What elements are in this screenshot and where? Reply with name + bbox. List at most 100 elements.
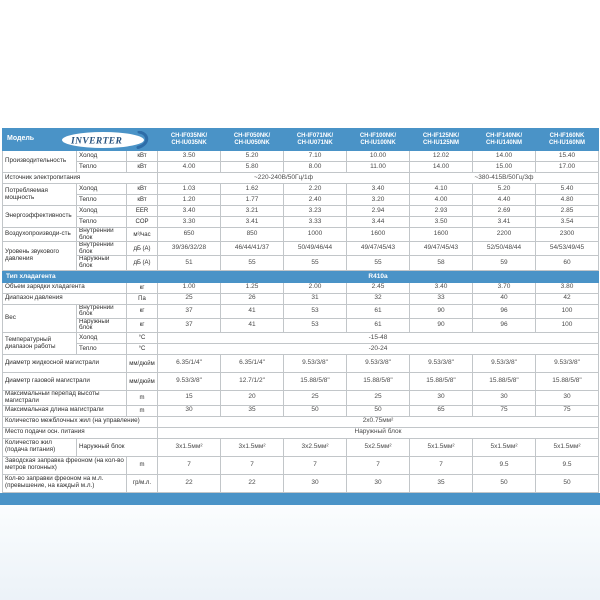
model-column-header-6: CH-IF140NK/CH-IU140NM bbox=[472, 128, 536, 151]
value-cell: 55 bbox=[346, 255, 410, 271]
value-cell: 2.85 bbox=[535, 205, 599, 217]
spec-row: Тепло COP 3.30 3.41 3.33 3.44 3.50 3.41 3.54 bbox=[3, 216, 599, 228]
spec-row: Источник электропитания ~220-240В/50Гц/1ф… bbox=[2, 172, 599, 184]
row-label: Уровень звукового давления bbox=[2, 241, 77, 271]
value-cell: 3.50 bbox=[157, 150, 221, 162]
value-cell: ~380-415В/50Гц/3ф bbox=[409, 172, 599, 184]
value-cell: Наружный блок bbox=[157, 426, 599, 439]
band-row-value: R410a bbox=[157, 269, 599, 283]
spec-row: Потребляемая мощность Холод кВт 1.03 1.62 2.2… bbox=[2, 183, 599, 206]
value-cell: 4.40 bbox=[472, 194, 536, 206]
value-cell: 2.00 bbox=[283, 281, 347, 294]
row-unit: кВт bbox=[126, 150, 158, 162]
row-label: Количество межблочных жил (на управление… bbox=[2, 415, 158, 428]
row-label: Воздухопроизводи-сть bbox=[2, 226, 77, 243]
footer-area bbox=[0, 504, 600, 600]
value-cell: 3х2.5мм² bbox=[283, 437, 347, 457]
row-label: Источник электропитания bbox=[2, 172, 158, 184]
value-cell: 52/50/48/44 bbox=[472, 241, 536, 257]
spec-row: Наружный блок кг 37 41 53 61 90 96 100 bbox=[3, 317, 599, 334]
spec-row: Вес Внутренний блок кг 37 41 53 61 90 96 100 bbox=[2, 303, 599, 334]
value-cell: 15.00 bbox=[472, 161, 536, 173]
value-cell: 61 bbox=[346, 303, 410, 319]
value-cell: 54/53/49/45 bbox=[535, 241, 599, 257]
value-cell: 96 bbox=[472, 303, 536, 319]
value-cell: 6.35/1/4" bbox=[220, 354, 284, 374]
model-label: Модель bbox=[7, 135, 35, 143]
row-unit: гр/м.л. bbox=[126, 473, 158, 493]
value-cell: 2.93 bbox=[409, 205, 473, 217]
row-label: Вес bbox=[2, 303, 77, 334]
value-cell: 5х1.5мм² bbox=[409, 437, 473, 457]
value-cell: 41 bbox=[220, 317, 284, 334]
value-cell: 3.20 bbox=[346, 194, 410, 206]
row-label: Максимальная длина магистрали bbox=[2, 404, 127, 417]
spec-row: Диаметр жидкосной магистрали мм/дюйм 6.35/… bbox=[2, 354, 599, 374]
model-column-header-5: CH-IF125NK/CH-IU125NM bbox=[409, 128, 473, 151]
value-cell: 30 bbox=[283, 473, 347, 493]
row-sublabel: Наружный блок bbox=[76, 437, 158, 457]
value-cell: 50 bbox=[283, 404, 347, 417]
row-unit: мм/дюйм bbox=[126, 372, 158, 392]
value-cell: 3.40 bbox=[409, 281, 473, 294]
row-label: Место подачи осн. питания bbox=[2, 426, 158, 439]
value-cell: 3.70 bbox=[472, 281, 536, 294]
value-cell: 96 bbox=[472, 317, 536, 334]
value-cell: 15.40 bbox=[535, 150, 599, 162]
value-cell: 3.23 bbox=[283, 205, 347, 217]
value-cell: 49/47/45/43 bbox=[346, 241, 410, 257]
row-unit: кВт bbox=[126, 161, 158, 173]
value-cell: 15.88/5/8" bbox=[409, 372, 473, 392]
spec-table-body: Производительность Холод кВт 3.50 5.20 7.10 10… bbox=[2, 150, 599, 493]
row-unit: дБ (А) bbox=[126, 241, 158, 257]
value-cell: 9.53/3/8" bbox=[283, 354, 347, 374]
value-cell: 1.77 bbox=[220, 194, 284, 206]
spec-row: Заводская заправка фреоном (на кол-во ме… bbox=[2, 455, 599, 475]
value-cell: 3.44 bbox=[346, 216, 410, 228]
spec-row: Тепло кВт 1.20 1.77 2.40 3.20 4.00 4.40 4.80 bbox=[3, 194, 599, 206]
value-cell: 7 bbox=[220, 455, 284, 475]
value-cell: 9.53/3/8" bbox=[409, 354, 473, 374]
value-cell: 53 bbox=[283, 317, 347, 334]
value-cell: 7 bbox=[409, 455, 473, 475]
value-cell: 61 bbox=[346, 317, 410, 334]
band-row-label: Тип хладагента bbox=[2, 269, 158, 283]
spec-row: Тепло кВт 4.00 5.80 8.00 11.00 14.00 15.00 17.00 bbox=[3, 161, 599, 173]
value-cell: 650 bbox=[157, 226, 221, 243]
value-cell: 15.88/5/8" bbox=[283, 372, 347, 392]
spec-row: Наружный блок дБ (А) 51 55 55 55 58 59 60 bbox=[3, 255, 599, 271]
value-cell: 5.20 bbox=[220, 150, 284, 162]
row-unit: дБ (А) bbox=[126, 255, 158, 271]
value-cell: 35 bbox=[220, 404, 284, 417]
row-label: Максимальный перепад высоты магистрали bbox=[2, 390, 127, 406]
value-cell: 15 bbox=[157, 390, 221, 406]
value-cell: 42 bbox=[535, 292, 599, 305]
spec-row: Кол-во заправки фреоном на м.л. (превыше… bbox=[2, 473, 599, 493]
value-cell: 12.7/1/2" bbox=[220, 372, 284, 392]
row-unit: m bbox=[126, 455, 158, 475]
spec-row: Максимальный перепад высоты магистрали m 1… bbox=[2, 390, 599, 406]
row-label: Диапазон давления bbox=[2, 292, 127, 305]
row-label: Заводская заправка фреоном (на кол-во ме… bbox=[2, 455, 127, 475]
value-cell: 100 bbox=[535, 317, 599, 334]
svg-text:INVERTER: INVERTER bbox=[70, 136, 122, 146]
value-cell: 5.40 bbox=[535, 183, 599, 195]
model-column-header-2: CH-IF050NK/CH-IU050NK bbox=[220, 128, 284, 151]
value-cell: 2.20 bbox=[283, 183, 347, 195]
spec-row: Энергоэффективность Холод EER 3.40 3.21 3.23 2… bbox=[2, 205, 599, 228]
value-cell: 58 bbox=[409, 255, 473, 271]
value-cell: 2.69 bbox=[472, 205, 536, 217]
row-sublabel: Наружный блок bbox=[76, 317, 127, 334]
value-cell: 4.10 bbox=[409, 183, 473, 195]
row-unit: Па bbox=[126, 292, 158, 305]
value-cell: 14.00 bbox=[409, 161, 473, 173]
value-cell: 30 bbox=[157, 404, 221, 417]
value-cell: 25 bbox=[346, 390, 410, 406]
value-cell: 5.20 bbox=[472, 183, 536, 195]
value-cell: 3.21 bbox=[220, 205, 284, 217]
row-unit: кВт bbox=[126, 183, 158, 195]
model-header-cell: Модель INVERTER bbox=[2, 128, 158, 151]
value-cell: 1600 bbox=[346, 226, 410, 243]
value-cell: 60 bbox=[535, 255, 599, 271]
row-unit: кг bbox=[126, 303, 158, 319]
